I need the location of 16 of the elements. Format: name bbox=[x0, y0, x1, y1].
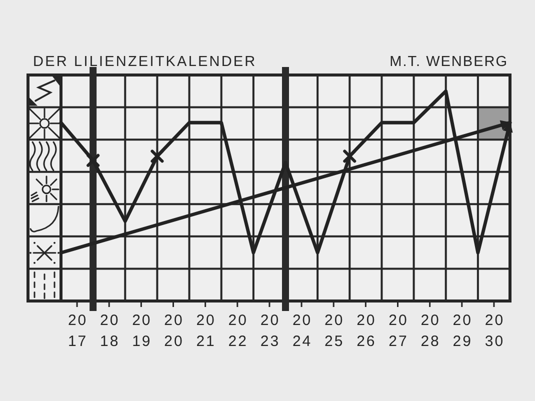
x-tick-label: 20 27 bbox=[388, 312, 408, 350]
x-tick-label: 20 25 bbox=[324, 312, 344, 350]
x-tick-label: 20 18 bbox=[100, 312, 120, 350]
chart-title: DER LILIENZEITKALENDER bbox=[33, 54, 257, 70]
x-tick-label: 20 17 bbox=[68, 312, 88, 350]
x-tick-label: 20 19 bbox=[132, 312, 152, 350]
x-tick-label: 20 23 bbox=[260, 312, 280, 350]
x-tick-label: 20 28 bbox=[420, 312, 440, 350]
text: M.T. WENBERG bbox=[390, 54, 508, 70]
x-tick-label: 20 24 bbox=[292, 312, 312, 350]
x-tick-label: 20 21 bbox=[196, 312, 216, 350]
x-tick-label: 20 22 bbox=[228, 312, 248, 350]
x-tick-label: 20 29 bbox=[452, 312, 472, 350]
x-tick-label: 20 30 bbox=[484, 312, 505, 350]
x-tick-label: 20 20 bbox=[164, 312, 184, 350]
x-tick-label: 20 26 bbox=[356, 312, 376, 350]
